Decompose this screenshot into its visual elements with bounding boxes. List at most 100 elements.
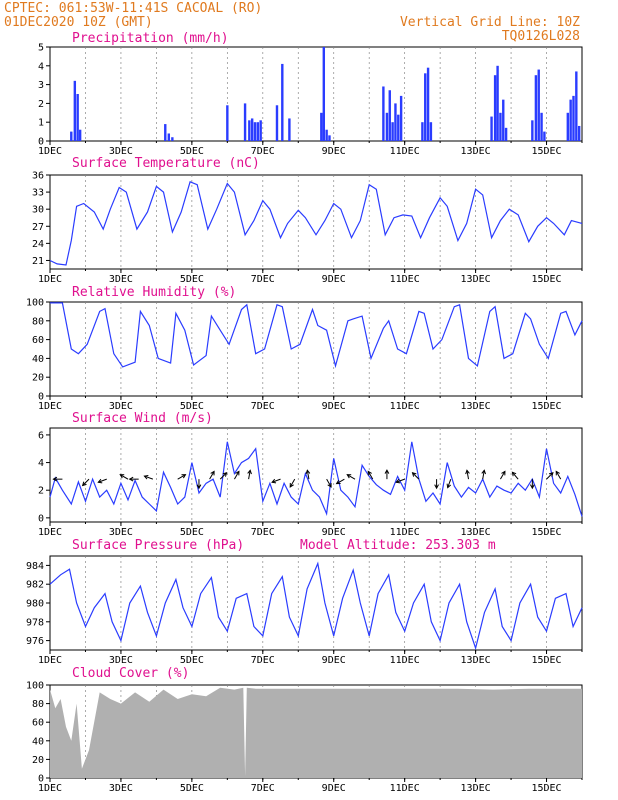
precip-bar [164,124,167,141]
wind-arrow-shaft [482,470,485,480]
precip-ytick-label: 5 [38,43,44,54]
pres-series-line [49,561,583,651]
wind-arrow-head [446,483,452,489]
wind-arrow-shaft [466,470,469,480]
wind-xtick-label: 5DEC [180,527,204,538]
wind-xtick-label: 7DEC [251,527,275,538]
cloud-xtick-label: 15DEC [531,783,561,794]
wind-arrow-shaft [144,475,154,480]
precip-bar [577,125,581,141]
temp-xtick-label: 1DEC [38,274,62,285]
wind-xtick-label: 1DEC [38,527,62,538]
pres-xtick-label: 1DEC [38,655,62,666]
cloud-xtick-label: 11DEC [390,783,420,794]
wind-arrow-shaft [447,478,452,488]
pres-ytick-label: 978 [26,617,44,628]
wind-arrow-head [384,469,390,474]
precip-xtick-label: 1DEC [38,146,62,157]
precip-bar [572,95,575,141]
temp-panel: 21 24 27 30 33 36 1DEC 3DEC 5DEC 7DEC 9DEC 11DEC 13D… [32,156,583,285]
precip-bar [322,47,326,141]
wind-arrow [465,469,470,480]
pres-note: Model Altitude: 253.303 m [300,538,496,553]
wind-arrow-head [335,479,341,485]
precip-bar [534,75,538,141]
wind-arrow-shaft [336,478,345,485]
wind-arrow-head [501,470,506,476]
wind-arrow-head [346,474,352,479]
wind-arrow-shaft [396,478,405,483]
rh-xtick-label: 11DEC [390,401,420,412]
wind-arrow [143,474,154,480]
precip-bar [243,103,247,141]
temp-xtick-label: 7DEC [251,274,275,285]
wind-arrow [209,470,215,480]
precip-bar [569,99,572,141]
precip-xtick-label: 5DEC [180,146,204,157]
wind-arrow-head [222,472,228,477]
wind-arrow [271,478,281,484]
wind-arrow [346,474,356,480]
pres-xtick-label: 11DEC [390,655,420,666]
precip-bar [504,127,508,141]
wind-arrow-shaft [367,471,374,480]
cloud-ytick-label: 60 [32,718,44,729]
wind-series-line [49,441,583,517]
precip-ytick-label: 4 [38,61,44,72]
precip-bar [253,122,257,141]
wind-arrow [446,478,452,489]
wind-arrow [546,472,554,480]
wind-arrow-shaft [219,472,227,480]
precip-bar [543,131,546,141]
wind-arrow-head [52,476,58,482]
precip-bar [256,122,260,141]
wind-arrow [219,472,228,480]
precip-ytick-label: 1 [38,118,44,129]
precip-bar [76,94,79,141]
temp-xtick-label: 5DEC [180,274,204,285]
wind-arrow-shaft [271,478,281,483]
cloud-ytick-label: 0 [38,774,44,785]
rh-title: Relative Humidity (%) [72,285,236,300]
temp-ytick-label: 30 [32,205,44,216]
rh-ytick-label: 60 [32,335,44,346]
precip-bar [259,120,262,141]
cloud-xtick-label: 3DEC [109,783,133,794]
wind-arrow-shaft [546,472,554,480]
pres-panel: 976 978 980 982 984 1DEC 3DEC 5DEC 7DEC 9DEC 11DEC… [26,538,583,666]
precip-xtick-label: 11DEC [390,146,420,157]
cloud-ytick-label: 100 [26,681,44,692]
wind-arrow-shaft [511,471,519,480]
wind-arrow [384,469,390,480]
precip-bar [394,103,397,141]
precip-bar [399,95,403,141]
pres-ytick-label: 984 [26,561,44,572]
cloud-xtick-label: 9DEC [322,783,346,794]
wind-ytick-label: 6 [38,430,44,441]
precip-xtick-label: 9DEC [322,146,346,157]
wind-arrow-head [181,474,187,479]
wind-xtick-label: 15DEC [531,527,561,538]
wind-arrow-shaft [82,478,90,486]
wind-arrow [481,469,487,480]
precip-xtick-label: 3DEC [109,146,133,157]
temp-ytick-label: 27 [32,222,44,233]
wind-frame [49,427,583,523]
wind-arrow-head [289,482,294,488]
wind-arrow-head [555,470,560,476]
precip-bar [78,129,82,141]
wind-arrow-shaft [499,471,506,480]
wind-arrow [367,470,374,480]
wind-arrow-head [271,478,277,484]
cloud-title: Cloud Cover (%) [72,666,189,681]
rh-xtick-label: 9DEC [322,401,346,412]
temp-ytick-label: 21 [32,256,44,267]
wind-arrow-head [119,474,125,479]
header-model: TQ0126L028 [502,29,580,44]
precip-bar [275,105,279,141]
cloud-ytick-label: 80 [32,699,44,710]
wind-arrow-head [97,478,103,484]
wind-xtick-label: 3DEC [109,527,133,538]
temp-series-line [49,180,583,266]
